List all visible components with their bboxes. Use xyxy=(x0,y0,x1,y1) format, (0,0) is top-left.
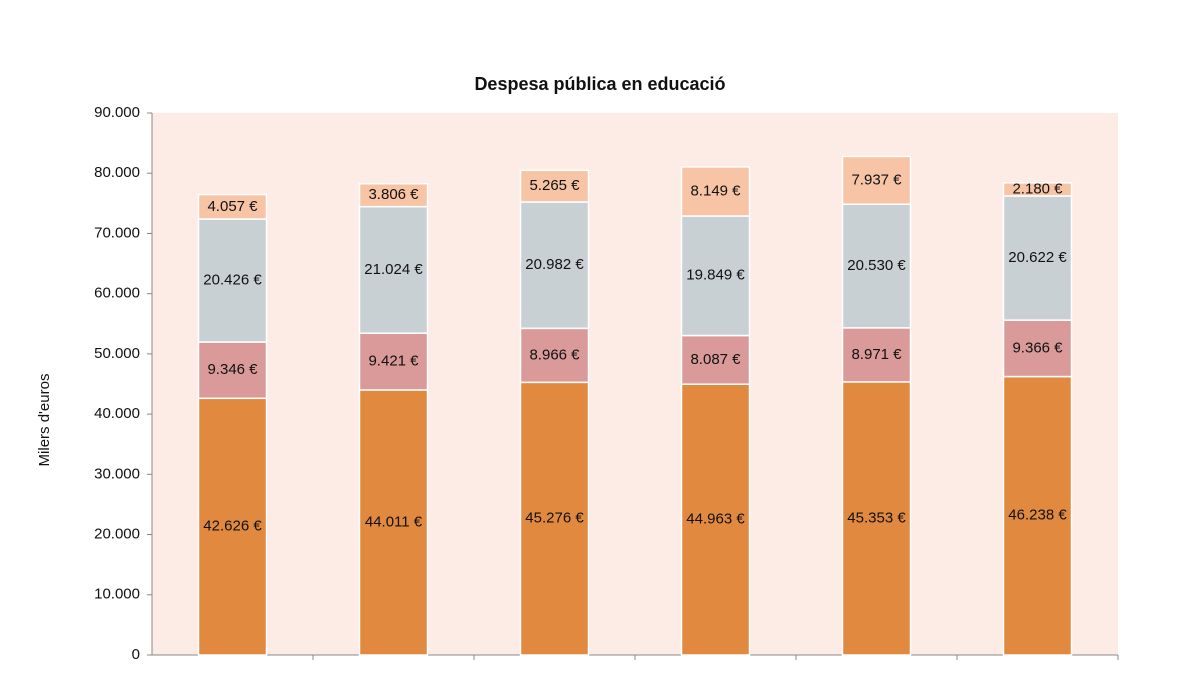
bar-segment xyxy=(358,182,429,208)
data-label: 8.149 € xyxy=(690,182,741,199)
bar-segment xyxy=(680,215,751,337)
bar-segment xyxy=(519,201,590,330)
bar-segment xyxy=(519,381,590,656)
data-label: 42.626 € xyxy=(203,518,262,535)
bar-segment xyxy=(1002,182,1073,197)
bar-segment xyxy=(197,193,268,220)
data-label: 4.057 € xyxy=(207,198,258,215)
data-label: 20.622 € xyxy=(1008,249,1067,266)
bar-segment xyxy=(358,205,429,334)
y-tick-label: 90.000 xyxy=(94,104,140,121)
data-label: 8.966 € xyxy=(529,346,580,363)
data-label: 9.421 € xyxy=(368,353,419,370)
y-tick-label: 10.000 xyxy=(94,586,140,603)
data-label: 45.353 € xyxy=(847,509,906,526)
data-label: 44.963 € xyxy=(686,511,745,528)
bar-segment xyxy=(1002,375,1073,656)
y-tick-label: 30.000 xyxy=(94,465,140,482)
bar-segment xyxy=(680,334,751,385)
chart-title: Despesa pública en educació xyxy=(474,74,725,94)
data-label: 8.971 € xyxy=(851,346,902,363)
data-label: 20.530 € xyxy=(847,257,906,274)
y-tick-label: 50.000 xyxy=(94,345,140,362)
bar-segment xyxy=(197,397,268,656)
y-tick-label: 80.000 xyxy=(94,164,140,181)
bar-segment xyxy=(841,327,912,383)
data-label: 9.366 € xyxy=(1012,339,1063,356)
data-label: 7.937 € xyxy=(851,171,902,188)
y-axis-label: Milers d'euros xyxy=(36,374,53,467)
y-tick-label: 20.000 xyxy=(94,526,140,543)
bar-segment xyxy=(519,327,590,384)
data-label: 8.087 € xyxy=(690,351,741,368)
data-label: 3.806 € xyxy=(368,186,419,203)
bar-segment xyxy=(841,155,912,205)
data-label: 44.011 € xyxy=(365,513,423,530)
bar-segment xyxy=(680,383,751,656)
data-label: 19.849 € xyxy=(686,267,745,284)
bar-segment xyxy=(1002,319,1073,378)
data-label: 45.276 € xyxy=(525,510,584,527)
bar-segment xyxy=(197,218,268,343)
bar-segment xyxy=(358,332,429,391)
data-label: 20.426 € xyxy=(203,271,262,288)
data-label: 21.024 € xyxy=(364,261,423,278)
y-tick-label: 0 xyxy=(132,646,140,663)
data-label: 9.346 € xyxy=(207,361,258,378)
bar-segment xyxy=(358,389,429,656)
bar-segment xyxy=(680,166,751,217)
plot-area xyxy=(152,113,1118,655)
y-tick-label: 60.000 xyxy=(94,285,140,302)
bar-segment xyxy=(1002,195,1073,321)
data-label: 46.238 € xyxy=(1008,507,1067,524)
bar-segment xyxy=(519,169,590,203)
data-label: 20.982 € xyxy=(525,256,584,273)
y-tick-label: 40.000 xyxy=(94,405,140,422)
bar-segment xyxy=(841,203,912,329)
bar-segment xyxy=(197,341,268,400)
bar-segment xyxy=(841,381,912,656)
y-tick-label: 70.000 xyxy=(94,224,140,241)
data-label: 2.180 € xyxy=(1012,180,1063,197)
data-label: 5.265 € xyxy=(529,177,580,194)
